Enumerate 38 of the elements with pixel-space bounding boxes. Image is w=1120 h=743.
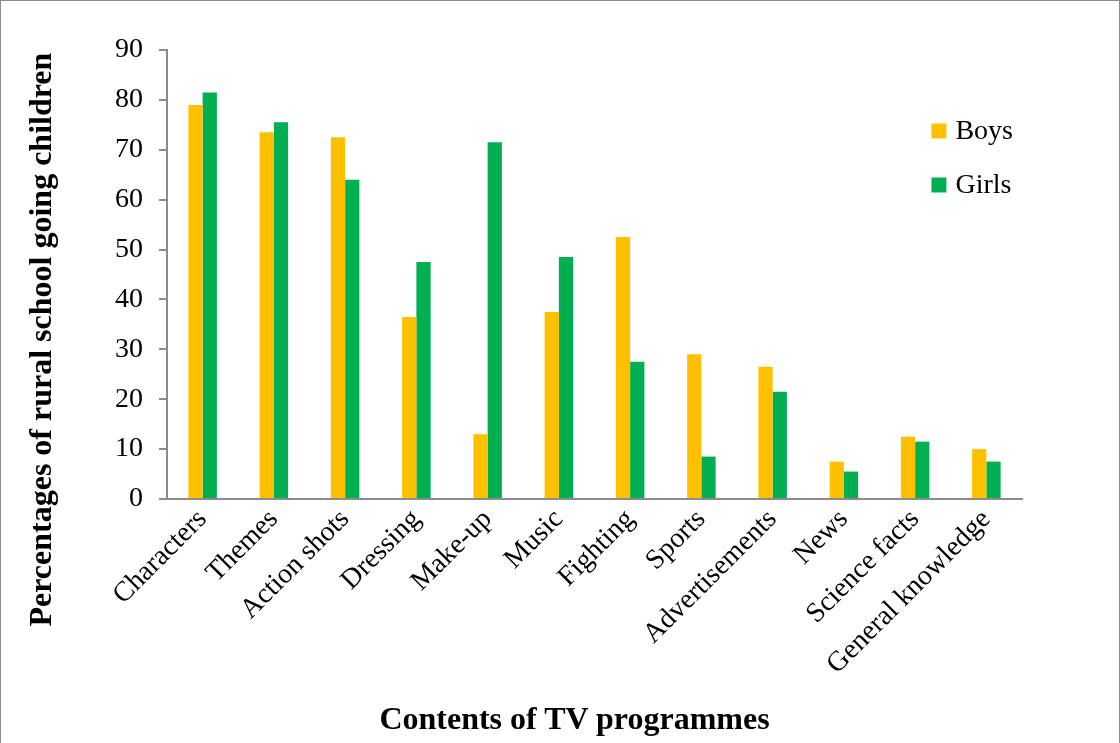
y-tick-label: 50	[115, 231, 143, 263]
x-axis-title: Contents of TV programmes	[379, 700, 770, 737]
bar	[487, 142, 502, 498]
bar	[544, 311, 559, 498]
bar	[202, 92, 217, 498]
y-tick-label: 0	[129, 481, 143, 513]
y-tick-label: 70	[115, 132, 143, 164]
y-tick-label: 30	[115, 331, 143, 363]
bar	[259, 132, 274, 498]
bar	[900, 436, 916, 498]
bar	[687, 354, 702, 498]
y-tick-label: 80	[115, 82, 143, 114]
bar	[273, 122, 289, 498]
bar	[402, 316, 417, 498]
y-tick-label: 40	[115, 281, 143, 313]
bar	[701, 456, 716, 498]
y-axis-title: Percentages of rural school going children	[22, 52, 59, 627]
y-tick-label: 10	[115, 431, 143, 463]
legend-label: Boys	[955, 114, 1014, 146]
bar	[473, 434, 488, 498]
bar	[843, 471, 859, 498]
y-tick-label: 20	[115, 381, 143, 413]
bar	[758, 366, 773, 498]
y-tick-label: 90	[115, 32, 143, 64]
bar	[630, 361, 645, 498]
bar	[558, 257, 574, 498]
y-tick-label: 60	[115, 182, 143, 214]
bar	[330, 137, 346, 498]
bar	[345, 179, 360, 498]
bar	[972, 449, 987, 498]
bar	[772, 391, 787, 498]
legend-label: Girls	[955, 168, 1012, 200]
bar	[829, 461, 844, 498]
bar	[416, 262, 431, 498]
bar	[188, 104, 203, 498]
bar	[615, 237, 631, 498]
bar	[915, 441, 930, 498]
bar	[986, 461, 1001, 498]
